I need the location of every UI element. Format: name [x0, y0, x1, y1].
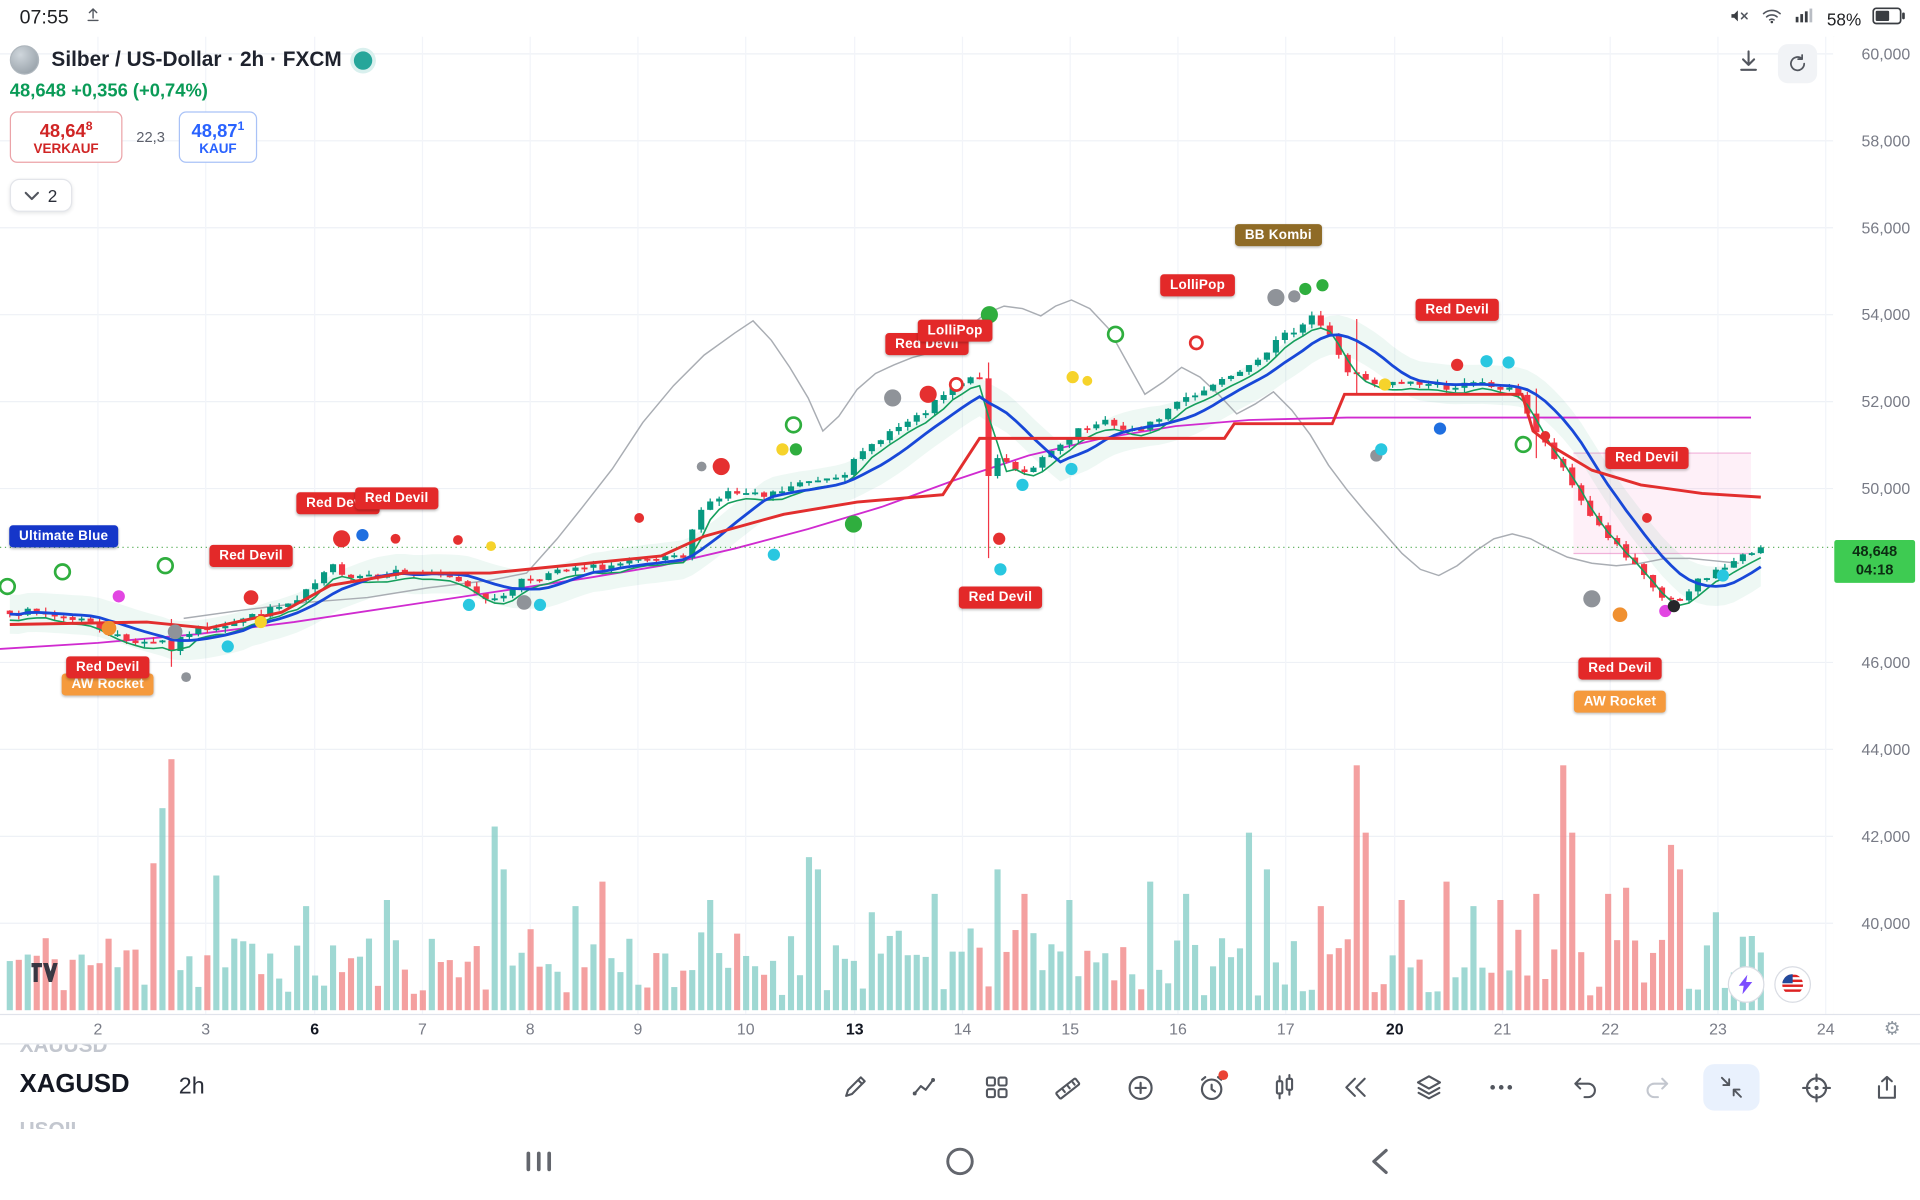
time-axis-label: 2	[93, 1020, 103, 1039]
time-axis-label: 24	[1816, 1020, 1835, 1039]
price-axis[interactable]: 48,648 04:18 60,000 58,000 56,000 54,000 52,…	[1833, 36, 1920, 1014]
bar-countdown: 04:18	[1855, 560, 1894, 578]
symbol-icon	[9, 45, 40, 75]
buy-price: 48,87	[191, 120, 238, 142]
last-price: 48,648	[9, 80, 66, 102]
time-axis-label: 14	[953, 1020, 972, 1039]
time-axis-label: 10	[736, 1020, 755, 1039]
alert-clock-icon[interactable]	[1193, 1069, 1230, 1106]
chart-header: Silber / US-Dollar · 2h · FXCM 48,648 +0…	[9, 44, 373, 212]
back-button[interactable]	[1369, 1148, 1393, 1181]
indicator-count: 2	[47, 185, 58, 206]
battery-icon	[1872, 7, 1905, 30]
time-axis[interactable]: ⚙ 2 3 6 7 8 9 10 13 14 15 16 17 20 21 22 23 24	[0, 1013, 1920, 1044]
price-change-line: 48,648 +0,356 (+0,74%)	[10, 81, 373, 102]
indicators-collapse-button[interactable]: 2	[9, 178, 72, 212]
price-axis-label: 54,000	[1861, 305, 1911, 324]
time-axis-label: 20	[1385, 1020, 1404, 1039]
symbol-above[interactable]: XAUUSD	[19, 1044, 108, 1057]
time-axis-label: 22	[1601, 1020, 1620, 1039]
us-flag-icon[interactable]	[1774, 966, 1812, 1003]
price-axis-label: 46,000	[1861, 653, 1911, 672]
sell-label: VERKAUF	[33, 141, 99, 157]
price-axis-label: 40,000	[1861, 914, 1911, 933]
battery-percent: 58%	[1826, 9, 1862, 29]
share-icon[interactable]	[1869, 1069, 1906, 1106]
home-button[interactable]	[944, 1146, 976, 1184]
upload-icon	[83, 5, 103, 31]
time-axis-label: 3	[201, 1020, 211, 1039]
time-axis-label: 17	[1276, 1020, 1295, 1039]
symbol-switcher[interactable]: XAUUSD XAGUSD USOIL	[20, 1044, 179, 1130]
time-axis-label: 23	[1709, 1020, 1727, 1039]
current-symbol[interactable]: XAGUSD	[19, 1070, 130, 1099]
layout-grid-icon[interactable]	[978, 1069, 1015, 1106]
buy-price-sup: 1	[237, 119, 245, 133]
axis-settings-icon[interactable]: ⚙	[1883, 1018, 1901, 1040]
collapse-chart-button[interactable]	[1703, 1064, 1760, 1111]
scroll-to-recent-icon[interactable]	[1734, 46, 1763, 82]
last-price-badge: 48,648 04:18	[1834, 540, 1916, 583]
sell-button[interactable]: 48,648 VERKAUF	[9, 111, 123, 163]
replay-icon[interactable]	[1337, 1069, 1374, 1106]
add-circle-icon[interactable]	[1122, 1069, 1159, 1106]
buy-button[interactable]: 48,871 KAUF	[178, 111, 258, 163]
android-status-bar: 07:55 58%	[0, 0, 1920, 37]
flash-order-button[interactable]	[1727, 966, 1765, 1003]
recents-button[interactable]	[525, 1149, 552, 1180]
time-axis-label: 7	[418, 1020, 427, 1039]
spread-value: 22,3	[136, 128, 165, 146]
reset-chart-button[interactable]	[1777, 44, 1818, 84]
clock: 07:55	[19, 6, 69, 28]
time-axis-label: 21	[1493, 1020, 1512, 1039]
time-axis-label: 8	[525, 1020, 535, 1039]
time-axis-label: 15	[1061, 1020, 1080, 1039]
price-axis-label: 60,000	[1861, 44, 1911, 64]
time-axis-label: 6	[310, 1020, 320, 1039]
layers-icon[interactable]	[1411, 1069, 1448, 1106]
alert-badge	[1218, 1070, 1229, 1080]
symbol-below[interactable]: USOIL	[19, 1117, 84, 1131]
price-axis-label: 44,000	[1861, 740, 1911, 759]
mute-icon	[1728, 5, 1750, 33]
bottom-toolbar: XAUUSD XAGUSD USOIL 2h	[0, 1043, 1920, 1130]
redo-icon[interactable]	[1638, 1069, 1675, 1106]
draw-icon[interactable]	[836, 1069, 873, 1106]
market-open-dot	[353, 50, 373, 70]
sell-price: 48,64	[39, 120, 86, 142]
tradingview-logo	[29, 958, 58, 990]
signal-icon	[1794, 5, 1816, 33]
price-axis-label: 50,000	[1861, 479, 1911, 498]
time-axis-label: 16	[1169, 1020, 1187, 1039]
android-nav-bar	[0, 1128, 1920, 1200]
price-change: +0,356 (+0,74%)	[71, 80, 208, 102]
interval-button[interactable]: 2h	[178, 1073, 205, 1100]
time-axis-label: 9	[633, 1020, 643, 1039]
time-axis-label: 13	[845, 1020, 864, 1039]
buy-label: KAUF	[199, 141, 237, 157]
wifi-icon	[1761, 5, 1783, 33]
price-axis-label: 56,000	[1861, 218, 1911, 237]
price-axis-label: 58,000	[1861, 131, 1911, 150]
chart-line-icon[interactable]	[907, 1069, 944, 1106]
price-axis-label: 52,000	[1861, 392, 1911, 411]
undo-icon[interactable]	[1567, 1069, 1604, 1106]
last-price-value: 48,648	[1852, 542, 1898, 560]
ruler-icon[interactable]	[1049, 1069, 1086, 1106]
more-options-icon[interactable]	[1483, 1069, 1520, 1106]
symbol-title[interactable]: Silber / US-Dollar · 2h · FXCM	[51, 47, 342, 72]
price-axis-label: 42,000	[1861, 827, 1911, 846]
sell-price-sup: 8	[85, 119, 93, 133]
target-icon[interactable]	[1798, 1069, 1835, 1106]
candlestick-icon[interactable]	[1266, 1069, 1303, 1106]
